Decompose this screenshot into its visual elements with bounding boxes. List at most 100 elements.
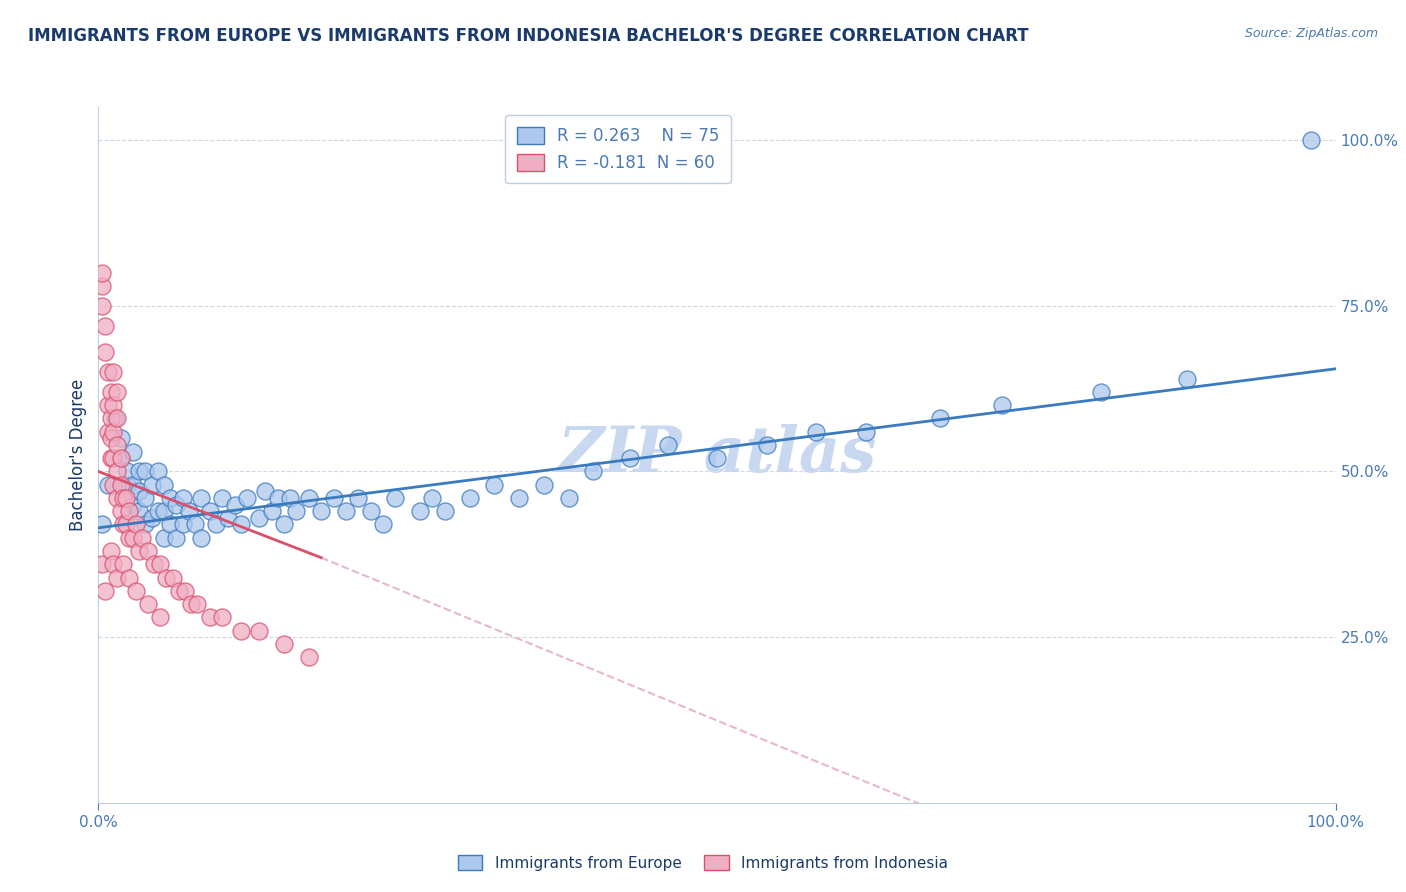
Point	[149, 558, 172, 572]
Point	[110, 451, 132, 466]
Point	[211, 610, 233, 624]
Point	[706, 451, 728, 466]
Point	[217, 511, 239, 525]
Point	[172, 517, 194, 532]
Text: IMMIGRANTS FROM EUROPE VS IMMIGRANTS FROM INDONESIA BACHELOR'S DEGREE CORRELATIO: IMMIGRANTS FROM EUROPE VS IMMIGRANTS FRO…	[28, 27, 1029, 45]
Point	[278, 491, 301, 505]
Point	[557, 491, 579, 505]
Point	[990, 398, 1012, 412]
Point	[458, 491, 481, 505]
Point	[122, 531, 145, 545]
Point	[322, 491, 344, 505]
Point	[103, 411, 125, 425]
Point	[335, 504, 357, 518]
Point	[254, 484, 277, 499]
Point	[298, 491, 321, 505]
Legend: R = 0.263    N = 75, R = -0.181  N = 60: R = 0.263 N = 75, R = -0.181 N = 60	[505, 115, 731, 184]
Point	[229, 624, 252, 638]
Point	[91, 266, 114, 280]
Point	[347, 491, 370, 505]
Point	[103, 477, 125, 491]
Point	[172, 491, 194, 505]
Point	[103, 425, 125, 439]
Point	[124, 583, 146, 598]
Point	[177, 504, 200, 518]
Point	[1299, 133, 1322, 147]
Point	[97, 398, 120, 412]
Legend: Immigrants from Europe, Immigrants from Indonesia: Immigrants from Europe, Immigrants from …	[449, 846, 957, 880]
Point	[131, 531, 153, 545]
Point	[309, 504, 332, 518]
Point	[582, 465, 605, 479]
Point	[105, 411, 128, 425]
Point	[755, 438, 778, 452]
Point	[247, 624, 270, 638]
Point	[619, 451, 641, 466]
Point	[433, 504, 456, 518]
Point	[533, 477, 555, 491]
Point	[124, 517, 146, 532]
Point	[103, 451, 125, 466]
Point	[114, 491, 136, 505]
Point	[118, 504, 141, 518]
Point	[174, 583, 197, 598]
Point	[91, 558, 114, 572]
Point	[136, 544, 159, 558]
Point	[285, 504, 308, 518]
Point	[97, 365, 120, 379]
Point	[1175, 372, 1198, 386]
Point	[190, 491, 212, 505]
Point	[190, 531, 212, 545]
Text: Source: ZipAtlas.com: Source: ZipAtlas.com	[1244, 27, 1378, 40]
Point	[105, 465, 128, 479]
Point	[149, 610, 172, 624]
Point	[273, 637, 295, 651]
Point	[165, 531, 187, 545]
Point	[110, 504, 132, 518]
Point	[122, 477, 145, 491]
Point	[224, 498, 246, 512]
Point	[93, 583, 115, 598]
Point	[103, 365, 125, 379]
Point	[100, 451, 122, 466]
Point	[100, 411, 122, 425]
Point	[114, 517, 136, 532]
Point	[298, 650, 321, 665]
Point	[186, 597, 208, 611]
Point	[184, 517, 207, 532]
Point	[143, 558, 166, 572]
Point	[146, 465, 169, 479]
Point	[103, 398, 125, 412]
Point	[100, 431, 122, 445]
Point	[105, 438, 128, 452]
Point	[267, 491, 290, 505]
Text: ZIP atlas: ZIP atlas	[557, 425, 877, 485]
Point	[153, 477, 176, 491]
Point	[855, 425, 877, 439]
Point	[122, 444, 145, 458]
Point	[118, 570, 141, 584]
Point	[229, 517, 252, 532]
Point	[105, 570, 128, 584]
Point	[110, 431, 132, 445]
Point	[134, 465, 156, 479]
Point	[422, 491, 444, 505]
Point	[100, 544, 122, 558]
Point	[112, 491, 135, 505]
Point	[105, 384, 128, 399]
Point	[128, 504, 150, 518]
Point	[93, 318, 115, 333]
Point	[97, 477, 120, 491]
Point	[128, 465, 150, 479]
Point	[128, 484, 150, 499]
Point	[93, 345, 115, 359]
Point	[165, 498, 187, 512]
Point	[112, 517, 135, 532]
Point	[484, 477, 506, 491]
Point	[100, 384, 122, 399]
Point	[198, 610, 221, 624]
Point	[91, 517, 114, 532]
Point	[155, 570, 177, 584]
Point	[110, 451, 132, 466]
Point	[115, 477, 138, 491]
